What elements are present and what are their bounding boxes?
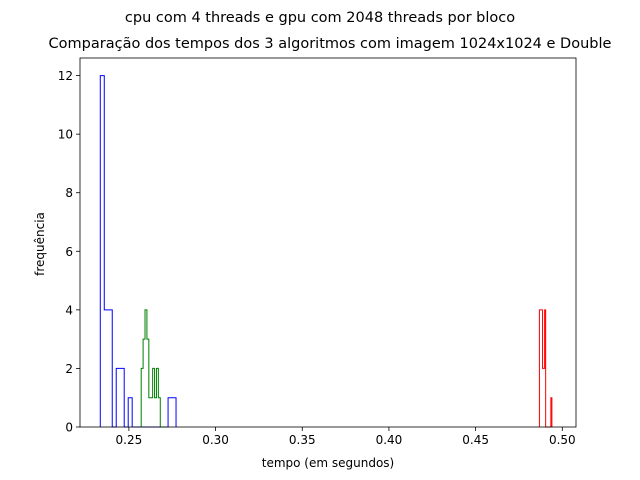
x-axis-ticks: 0.25 0.30 0.35 0.40 0.45 0.50 (116, 427, 576, 447)
x-tick-label: 0.30 (202, 433, 229, 447)
y-tick-label: 6 (65, 245, 73, 259)
y-axis-ticks: 0 2 4 6 8 10 12 (58, 69, 80, 435)
chart-title: Comparação dos tempos dos 3 algoritmos c… (49, 36, 612, 52)
histogram-series-1 (99, 75, 177, 428)
y-tick-label: 0 (65, 421, 73, 435)
x-tick-label: 0.50 (549, 433, 576, 447)
x-tick-label: 0.25 (116, 433, 143, 447)
plot-frame (79, 57, 577, 428)
chart-suptitle: cpu com 4 threads e gpu com 2048 threads… (125, 10, 515, 26)
x-tick-label: 0.45 (462, 433, 489, 447)
y-tick-label: 4 (65, 303, 73, 317)
series-layer (99, 75, 553, 428)
x-tick-label: 0.35 (289, 433, 316, 447)
y-tick-label: 12 (58, 69, 73, 83)
x-axis-label: tempo (em segundos) (262, 456, 394, 470)
y-tick-label: 2 (65, 362, 73, 376)
y-axis-label: frequência (33, 212, 47, 276)
histogram-series-3 (538, 309, 553, 428)
y-tick-label: 10 (58, 128, 73, 142)
y-tick-label: 8 (65, 186, 73, 200)
x-tick-label: 0.40 (376, 433, 403, 447)
histogram-series-2 (140, 309, 168, 428)
